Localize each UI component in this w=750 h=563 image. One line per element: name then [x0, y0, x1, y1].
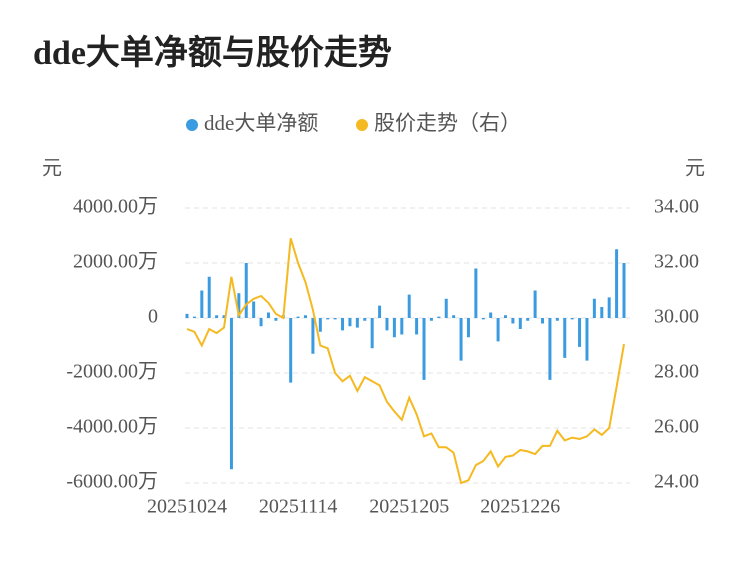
- bar: [355, 318, 359, 328]
- x-tick-label: 20251226: [480, 496, 560, 518]
- bar: [474, 268, 478, 318]
- bar: [592, 298, 596, 318]
- bar: [615, 249, 619, 318]
- y-tick-label: -4000.00万: [66, 416, 158, 438]
- bar: [429, 318, 433, 321]
- price-line: [186, 238, 625, 485]
- bar: [200, 290, 204, 318]
- y2-tick-label: 32.00: [654, 251, 699, 273]
- y-tick-label: -2000.00万: [66, 361, 158, 383]
- bar: [563, 318, 567, 358]
- x-tick-label: 20251205: [369, 496, 449, 518]
- bar: [489, 312, 493, 318]
- bar: [289, 318, 293, 383]
- y-tick-label: 4000.00万: [73, 196, 158, 218]
- bar: [304, 315, 308, 318]
- bar: [326, 318, 330, 320]
- y2-tick-label: 26.00: [654, 416, 699, 438]
- y-tick-label: 0: [148, 306, 158, 328]
- bar: [192, 316, 196, 318]
- bar: [348, 318, 352, 327]
- bar: [600, 307, 604, 318]
- bar: [526, 318, 530, 321]
- bar: [333, 318, 337, 320]
- bar: [518, 318, 522, 329]
- bar: [266, 312, 270, 318]
- bar: [503, 315, 507, 318]
- bar: [452, 315, 456, 318]
- bar: [392, 318, 396, 338]
- bar: [578, 318, 582, 347]
- y2-tick-label: 24.00: [654, 471, 699, 493]
- y-tick-label: 2000.00万: [73, 251, 158, 273]
- legend-marker: [356, 119, 368, 131]
- bar: [511, 318, 515, 324]
- bar: [222, 315, 226, 318]
- bar: [274, 318, 278, 321]
- y2-unit-label: 元: [685, 158, 705, 180]
- bar: [341, 318, 345, 331]
- bar: [607, 297, 611, 318]
- bar: [415, 318, 419, 335]
- y2-tick-label: 34.00: [654, 196, 699, 218]
- y-tick-label: -6000.00万: [66, 471, 158, 493]
- bar: [400, 318, 404, 335]
- bar: [311, 318, 315, 354]
- bar: [237, 293, 241, 318]
- bar: [252, 301, 256, 318]
- legend-label: dde大单净额: [204, 111, 318, 135]
- bar: [555, 318, 559, 321]
- bar: [259, 318, 263, 327]
- bar: [378, 305, 382, 318]
- legend-label: 股价走势（右）: [374, 111, 521, 135]
- y2-tick-label: 28.00: [654, 361, 699, 383]
- bar: [533, 290, 537, 318]
- bar: [407, 294, 411, 318]
- bar: [466, 318, 470, 338]
- bar: [585, 318, 589, 361]
- bar: [318, 318, 322, 332]
- bar: [622, 263, 626, 318]
- x-tick-label: 20251024: [147, 496, 227, 518]
- bar: [459, 318, 463, 361]
- bar: [185, 313, 189, 318]
- bar: [296, 316, 300, 318]
- bar: [207, 276, 211, 318]
- legend-marker: [186, 119, 198, 131]
- bar: [363, 318, 367, 321]
- bar: [481, 318, 485, 320]
- chart-title: dde大单净额与股价走势: [33, 34, 392, 72]
- bar: [244, 263, 248, 318]
- x-tick-label: 20251114: [259, 496, 338, 518]
- bar: [541, 318, 545, 324]
- bar: [385, 318, 389, 331]
- bar: [437, 316, 441, 318]
- bar: [422, 318, 426, 380]
- y2-tick-label: 30.00: [654, 306, 699, 328]
- bar: [229, 318, 233, 470]
- bar: [215, 315, 219, 318]
- bar: [548, 318, 552, 380]
- bar: [444, 298, 448, 318]
- bar: [370, 318, 374, 349]
- y-unit-label: 元: [42, 158, 62, 180]
- bar: [496, 318, 500, 342]
- bar: [570, 318, 574, 320]
